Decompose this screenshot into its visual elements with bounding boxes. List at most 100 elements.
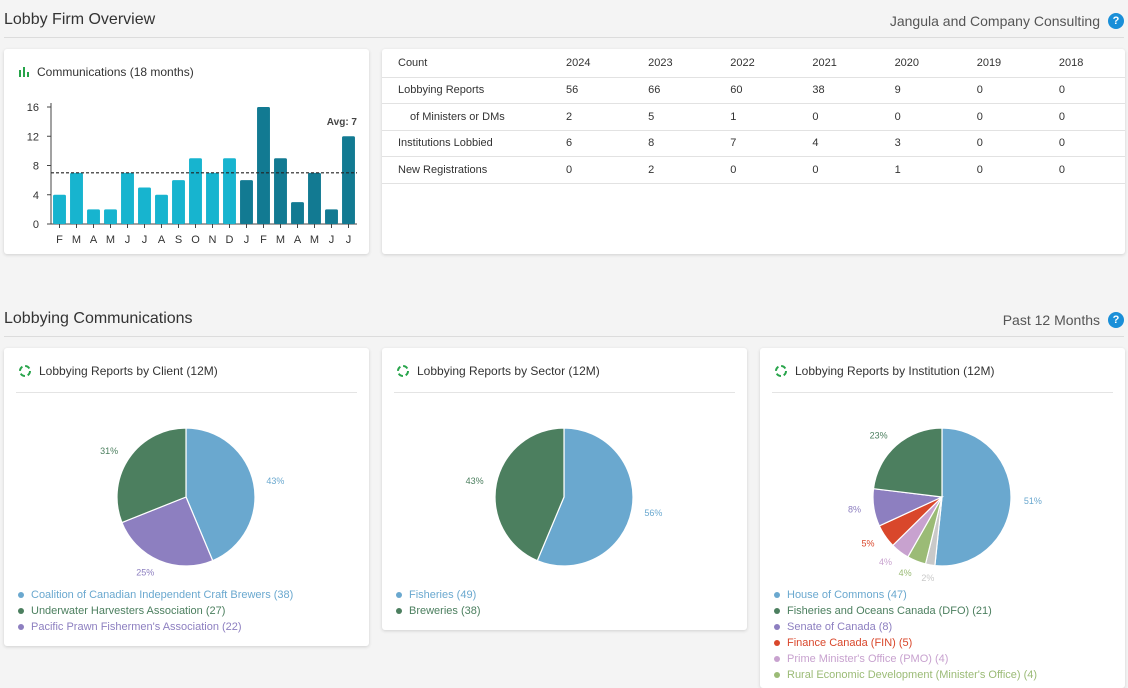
x-tick-label: M [72,234,81,246]
legend-dot-icon [774,592,780,598]
bar[interactable] [274,158,287,224]
help-icon[interactable]: ? [1108,312,1124,328]
x-tick-label: J [125,234,131,246]
legend-label: Underwater Harvesters Association (27) [31,605,226,617]
period-label: Past 12 Months [1002,312,1100,328]
slice-percent-label: 43% [466,476,484,486]
pie-slice[interactable] [121,496,214,567]
slice-percent-label: 23% [870,431,888,441]
legend-label: Breweries (38) [409,605,481,617]
legend-item[interactable]: Prime Minister's Office (PMO) (4) [774,651,1037,667]
pie-slice[interactable] [536,427,634,567]
firm-overview-header: Lobby Firm Overview Jangula and Company … [4,4,1124,38]
bar[interactable] [189,158,202,224]
table-cell: 1 [878,156,961,184]
client-pie-card-title: Lobbying Reports by Client (12M) [18,364,218,378]
table-cell: 0 [1042,103,1125,131]
x-tick-label: F [56,234,63,246]
legend-dot-icon [396,592,402,598]
bar[interactable] [291,202,304,224]
x-tick-label: J [346,234,352,246]
sector-pie-chart: 56% 43% [466,427,662,567]
table-cell: 5 [632,103,715,131]
table-cell: 0 [1042,77,1125,104]
bar[interactable] [138,187,151,224]
table-cell: 2 [550,103,633,131]
legend-item[interactable]: Rural Economic Development (Minister's O… [774,667,1037,683]
legend-item[interactable]: Breweries (38) [396,603,481,619]
bar[interactable] [104,209,117,224]
firm-name: Jangula and Company Consulting [889,13,1100,29]
client-pie-title: Lobbying Reports by Client (12M) [39,364,218,378]
x-tick-label: M [276,234,285,246]
table-cell: 0 [960,103,1043,131]
legend-item[interactable]: Pacific Prawn Fishermen's Association (2… [18,619,293,635]
table-row: of Ministers or DMs 2 5 1 0 0 0 0 [382,103,1125,131]
bar[interactable] [121,172,134,224]
bar[interactable] [257,107,270,224]
x-tick-label: F [260,234,267,246]
header-2018: 2018 [1042,49,1125,78]
legend-label: Senate of Canada (8) [787,621,893,633]
pie-slice[interactable] [185,427,256,562]
row-label: New Registrations [382,156,550,184]
legend-label: Fisheries and Oceans Canada (DFO) (21) [787,605,992,617]
table-cell: 1 [714,103,797,131]
legend-dot-icon [774,608,780,614]
bar[interactable] [70,172,83,224]
pie-slice[interactable] [494,427,565,562]
help-icon[interactable]: ? [1108,13,1124,29]
firm-name-area: Jangula and Company Consulting ? [890,13,1124,29]
bar[interactable] [172,180,185,224]
legend-dot-icon [774,624,780,630]
legend-dot-icon [774,672,780,678]
x-tick-label: S [175,234,182,246]
pie-slice[interactable] [116,427,187,524]
bar-chart-icon [19,67,29,77]
bar[interactable] [206,172,219,224]
bar[interactable] [342,136,355,224]
legend-dot-icon [774,640,780,646]
x-tick-label: M [310,234,319,246]
x-tick-label: D [226,234,234,246]
y-tick-label: 4 [33,190,39,202]
bar[interactable] [325,209,338,224]
donut-chart-icon [397,365,409,377]
x-tick-label: J [142,234,148,246]
bar[interactable] [53,194,66,224]
institution-pie-chart: 51% 2% 4% 4% 5% 8% 23% [848,427,1042,583]
x-tick-label: N [209,234,217,246]
client-legend: Coalition of Canadian Independent Craft … [18,587,293,635]
legend-dot-icon [18,608,24,614]
slice-percent-label: 8% [848,505,861,515]
legend-item[interactable]: Coalition of Canadian Independent Craft … [18,587,293,603]
bar[interactable] [240,180,253,224]
donut-chart-icon [19,365,31,377]
counts-table-header-row: Count 2024 2023 2022 2021 2020 2019 2018 [382,49,1125,78]
table-cell: 7 [714,130,797,157]
legend-item[interactable]: Fisheries and Oceans Canada (DFO) (21) [774,603,1037,619]
table-cell: 4 [796,130,879,157]
bar[interactable] [155,194,168,224]
legend-label: Finance Canada (FIN) (5) [787,637,913,649]
page-title: Lobby Firm Overview [4,11,156,28]
y-tick-label: 16 [27,102,39,114]
table-cell: 0 [960,156,1043,184]
legend-label: Rural Economic Development (Minister's O… [787,669,1038,681]
pie-slice[interactable] [872,427,943,498]
client-pie-chart: 43% 25% 31% [100,427,284,578]
sector-pie-title: Lobbying Reports by Sector (12M) [417,364,600,378]
legend-item[interactable]: Senate of Canada (8) [774,619,1037,635]
bar[interactable] [308,172,321,224]
legend-item[interactable]: House of Commons (47) [774,587,1037,603]
legend-item[interactable]: Fisheries (49) [396,587,481,603]
divider [394,392,735,393]
table-cell: 38 [796,77,879,104]
bar[interactable] [223,158,236,224]
table-cell: 8 [632,130,715,157]
legend-item[interactable]: Underwater Harvesters Association (27) [18,603,293,619]
legend-item[interactable]: Finance Canada (FIN) (5) [774,635,1037,651]
pie-slice[interactable] [934,427,1012,567]
bar[interactable] [87,209,100,224]
